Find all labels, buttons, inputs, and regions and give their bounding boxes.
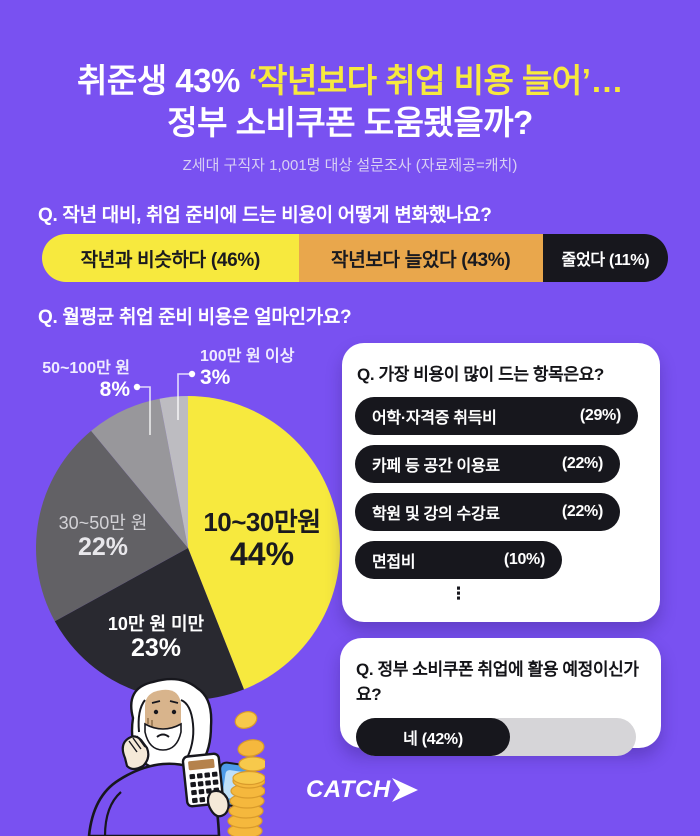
worry-lines bbox=[147, 718, 153, 726]
pie-label-text: 10만 원 미만 bbox=[107, 614, 205, 634]
pie-leader-lines bbox=[137, 373, 192, 435]
catch-logo: CATCH bbox=[306, 776, 418, 804]
cost-change-stacked-bar: 작년과 비슷하다 (46%) 작년보다 늘었다 (43%) 줄었다 (11%) bbox=[42, 234, 668, 282]
pie-label-pct: 22% bbox=[77, 533, 129, 562]
pie-callout-text: 100만 원 이상 bbox=[200, 348, 295, 365]
catch-logo-arrow-icon bbox=[391, 778, 418, 802]
eyebrows bbox=[151, 700, 179, 704]
expense-item-pill: 카페 등 공간 이용료 (22%) bbox=[355, 445, 620, 483]
page-title-line2: 정부 소비쿠폰 도움됐을까? bbox=[167, 104, 533, 141]
question-monthly-cost: Q. 월평균 취업 준비 비용은 얼마인가요? bbox=[38, 307, 352, 328]
pie-slice bbox=[159, 396, 188, 548]
expense-item-pill: 학원 및 강의 수강료 (22%) bbox=[355, 493, 620, 531]
pie-slice bbox=[188, 396, 341, 690]
pie-slice bbox=[54, 548, 244, 701]
coupon-answer-bar: 네 (42%) bbox=[356, 718, 510, 756]
question-coupon: Q. 정부 소비쿠폰 취업에 활용 예정이신가요? bbox=[356, 660, 639, 704]
pie-callout-pct: 3% bbox=[200, 366, 231, 390]
finger-lines bbox=[128, 735, 146, 753]
cost-change-bar-segment: 작년보다 늘었다 (43%) bbox=[298, 234, 543, 282]
holding-hand bbox=[206, 789, 230, 818]
pie-label-pct: 44% bbox=[229, 536, 295, 573]
face-mask bbox=[144, 722, 182, 751]
expense-item-pill: 면접비 (10%) bbox=[355, 541, 562, 579]
pie-callout-50-100: 50~100만 원 8% bbox=[28, 360, 130, 403]
expense-items-list: 어학·자격증 취득비 (29%) 카페 등 공간 이용료 (22%) 학원 및 강의 수… bbox=[355, 397, 660, 579]
pie-callout-text: 50~100만 원 bbox=[42, 360, 130, 377]
expense-item-pct: (22%) bbox=[561, 503, 603, 520]
eye-right bbox=[171, 709, 177, 715]
pie-callout-100-plus: 100만 원 이상 3% bbox=[200, 348, 320, 391]
catch-logo-text: CATCH bbox=[306, 776, 391, 803]
coupon-answer-track: 네 (42%) bbox=[356, 718, 636, 756]
page-title-line1: 취준생 43% ‘작년보다 취업 비용 늘어’… bbox=[0, 60, 700, 102]
expense-item-label: 학원 및 강의 수강료 bbox=[372, 506, 500, 523]
arm-line bbox=[103, 791, 122, 836]
pie-leader-dots bbox=[133, 370, 196, 391]
cost-change-bar-segment: 줄었다 (11%) bbox=[542, 234, 668, 282]
expense-item-pct: (10%) bbox=[503, 551, 545, 568]
expense-item-label: 면접비 bbox=[372, 554, 416, 571]
question-expense-items: Q. 가장 비용이 많이 드는 항목은요? bbox=[357, 365, 604, 384]
title-highlight-part: ‘작년보다 취업 비용 늘어’… bbox=[248, 62, 624, 99]
pie-slice bbox=[35, 430, 189, 622]
expense-item-pct: (22%) bbox=[561, 455, 603, 472]
coupon-card: Q. 정부 소비쿠폰 취업에 활용 예정이신가요? 네 (42%) bbox=[340, 638, 661, 756]
expense-item-pill: 어학·자격증 취득비 (29%) bbox=[355, 397, 638, 435]
pie-label-under-10: 10만 원 미만 23% bbox=[91, 614, 221, 662]
expense-items-card: Q. 가장 비용이 많이 드는 항목은요? 어학·자격증 취득비 (29%) 카페 … bbox=[342, 343, 660, 622]
pie-callout-pct: 8% bbox=[99, 378, 130, 402]
pie-label-10-30: 10~30만원 44% bbox=[197, 507, 327, 573]
eye-left bbox=[153, 709, 159, 715]
expense-item-label: 카페 등 공간 이용료 bbox=[372, 458, 500, 475]
list-truncation-ellipsis: ⋮ bbox=[450, 584, 467, 603]
cost-change-bar-segment: 작년과 비슷하다 (46%) bbox=[42, 234, 299, 282]
pie-slice bbox=[91, 398, 188, 548]
frown bbox=[156, 733, 170, 738]
pie-label-30-50: 30~50만 원 22% bbox=[38, 513, 168, 561]
pie-label-text: 30~50만 원 bbox=[58, 513, 148, 533]
title-white-part: 취준생 43% bbox=[77, 62, 249, 99]
monthly-cost-pie-chart bbox=[35, 370, 341, 701]
worried-jobseeker-illustration bbox=[87, 677, 265, 836]
expense-item-label: 어학·자격증 취득비 bbox=[372, 410, 497, 427]
raised-hand bbox=[121, 735, 150, 771]
survey-subtitle: Z세대 구직자 1,001명 대상 설문조사 (자료제공=캐치) bbox=[182, 157, 518, 174]
header: 취준생 43% ‘작년보다 취업 비용 늘어’… 정부 소비쿠폰 도움됐을까? … bbox=[0, 60, 700, 175]
pie-label-pct: 23% bbox=[130, 634, 182, 663]
question-cost-change: Q. 작년 대비, 취업 준비에 드는 비용이 어떻게 변화했나요? bbox=[38, 205, 492, 226]
coin-stack bbox=[227, 711, 265, 836]
hair-strands bbox=[137, 699, 195, 763]
expense-item-pct: (29%) bbox=[579, 407, 621, 424]
pie-label-text: 10~30만원 bbox=[203, 507, 321, 537]
